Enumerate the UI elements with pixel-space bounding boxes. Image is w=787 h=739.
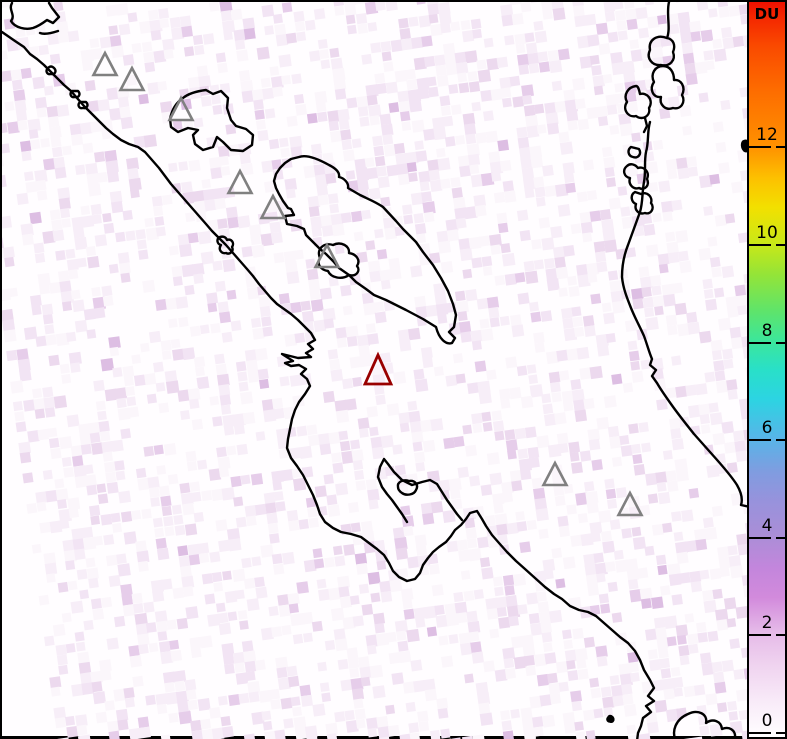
volcano-marker-layer bbox=[91, 50, 644, 517]
colorbar-tick-label: 0 bbox=[761, 711, 773, 731]
colorbar-tick-line bbox=[776, 146, 785, 148]
colorbar-tick-line bbox=[776, 732, 785, 734]
volcano-marker bbox=[259, 193, 287, 220]
colorbar: 0 2 4 6 8 10 12 DU bbox=[747, 0, 787, 739]
colorbar-unit-label: DU bbox=[754, 5, 780, 23]
coastline-coast-islet-d bbox=[216, 235, 235, 255]
colorbar-tick-line bbox=[776, 537, 785, 539]
coastline-top-left-islet-dash bbox=[38, 29, 60, 36]
coastline-right-islet-mid bbox=[622, 163, 650, 190]
coastline-right-island-2 bbox=[650, 64, 685, 110]
coastline-coast-islet-c bbox=[77, 100, 89, 110]
coastline-peninsula-lake bbox=[396, 479, 419, 496]
volcano-marker bbox=[226, 168, 254, 195]
coastline-coast-islet-a bbox=[45, 65, 57, 76]
colorbar-tick-label: 4 bbox=[761, 516, 773, 536]
colorbar-tick-line bbox=[749, 537, 772, 539]
map-canvas bbox=[2, 2, 750, 739]
colorbar-tick-line bbox=[749, 244, 772, 246]
colorbar-tick-line bbox=[776, 244, 785, 246]
colorbar-tick-line bbox=[749, 732, 772, 734]
coastline-island-lake bbox=[317, 242, 360, 279]
coastline-right-island-connector bbox=[642, 116, 649, 134]
coastline-top-left-islet-group bbox=[9, 2, 61, 30]
coastline-right-coast-main bbox=[620, 120, 750, 509]
volcano-marker bbox=[541, 460, 569, 487]
coastline-big-island bbox=[272, 155, 458, 345]
colorbar-tick-label: 6 bbox=[761, 418, 773, 438]
map-area bbox=[0, 0, 750, 739]
coastline-right-islet-small bbox=[627, 145, 642, 159]
colorbar-tick-line bbox=[776, 342, 785, 344]
coastline-bottom-right-island bbox=[672, 710, 737, 739]
volcano-marker bbox=[118, 65, 146, 92]
volcano-marker-highlighted bbox=[362, 351, 394, 386]
coastline-main-nw-coast-and-peninsula bbox=[2, 30, 656, 739]
volcano-marker bbox=[167, 95, 195, 122]
colorbar-tick-line bbox=[749, 439, 772, 441]
coastline-right-coast-top bbox=[665, 2, 671, 40]
volcano-marker bbox=[616, 490, 644, 517]
colorbar-tick-label: 10 bbox=[756, 223, 778, 243]
colorbar-tick-line bbox=[776, 439, 785, 441]
volcano-marker bbox=[91, 50, 119, 77]
colorbar-tick-line bbox=[749, 146, 772, 148]
colorbar-tick-label: 8 bbox=[761, 321, 773, 341]
coastline-peninsula-spike bbox=[376, 457, 464, 524]
colorbar-tick-label: 12 bbox=[756, 125, 778, 145]
coastline-right-island-3 bbox=[623, 84, 652, 120]
colorbar-gradient bbox=[749, 2, 785, 737]
coastline-right-islet-low bbox=[630, 190, 654, 215]
colorbar-ticks: 0 2 4 6 8 10 12 bbox=[749, 2, 785, 737]
so2-raster-layer bbox=[2, 2, 750, 739]
colorbar-tick-line bbox=[749, 634, 772, 636]
colorbar-tick-line bbox=[776, 634, 785, 636]
colorbar-tick-line bbox=[749, 342, 772, 344]
small-dot-island-islet bbox=[606, 714, 615, 723]
colorbar-tick-label: 2 bbox=[761, 613, 773, 633]
coastline-layer bbox=[2, 2, 750, 739]
coastline-coast-islet-b bbox=[69, 89, 81, 99]
volcano-marker bbox=[313, 242, 341, 269]
